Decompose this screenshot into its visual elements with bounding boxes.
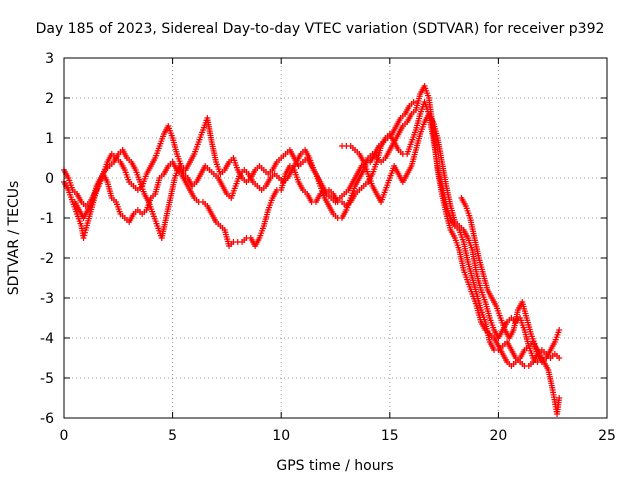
y-tick-label: -5 (40, 371, 54, 387)
data-point-track-a (81, 229, 88, 236)
data-point-track-c (410, 99, 417, 105)
y-tick-label: -2 (40, 251, 54, 267)
data-marks (61, 83, 563, 417)
grid (64, 58, 607, 418)
axis-ticks: 0 5 10 15 20 25 -6 -5 -4 -3 -2 -1 0 1 2 3 (40, 51, 616, 444)
y-tick-label: -1 (40, 211, 54, 227)
chart-title: Day 185 of 2023, Sidereal Day-to-day VTE… (36, 21, 605, 37)
x-tick-label: 10 (272, 428, 290, 444)
data-point-track-a (81, 232, 88, 239)
x-tick-label: 15 (381, 428, 399, 444)
x-axis-label: GPS time / hours (276, 458, 393, 474)
y-tick-label: 3 (45, 51, 54, 67)
x-tick-label: 20 (489, 428, 507, 444)
data-point-track-b (556, 327, 563, 333)
y-tick-label: 2 (45, 91, 54, 107)
data-point-track-e (556, 395, 563, 401)
data-point-track-a (80, 235, 87, 241)
data-point-track-d (534, 359, 541, 365)
y-tick-label: 1 (45, 131, 54, 147)
x-tick-label: 0 (60, 428, 69, 444)
x-tick-label: 5 (168, 428, 177, 444)
y-tick-label: 0 (45, 171, 54, 187)
y-axis-label: SDTVAR / TECUs (6, 181, 22, 296)
x-tick-label: 25 (598, 428, 616, 444)
plot-frame (63, 57, 608, 419)
data-point-track-a (556, 355, 563, 361)
y-tick-label: -6 (40, 411, 54, 427)
y-tick-label: -3 (40, 291, 54, 307)
y-tick-label: -4 (40, 331, 54, 347)
